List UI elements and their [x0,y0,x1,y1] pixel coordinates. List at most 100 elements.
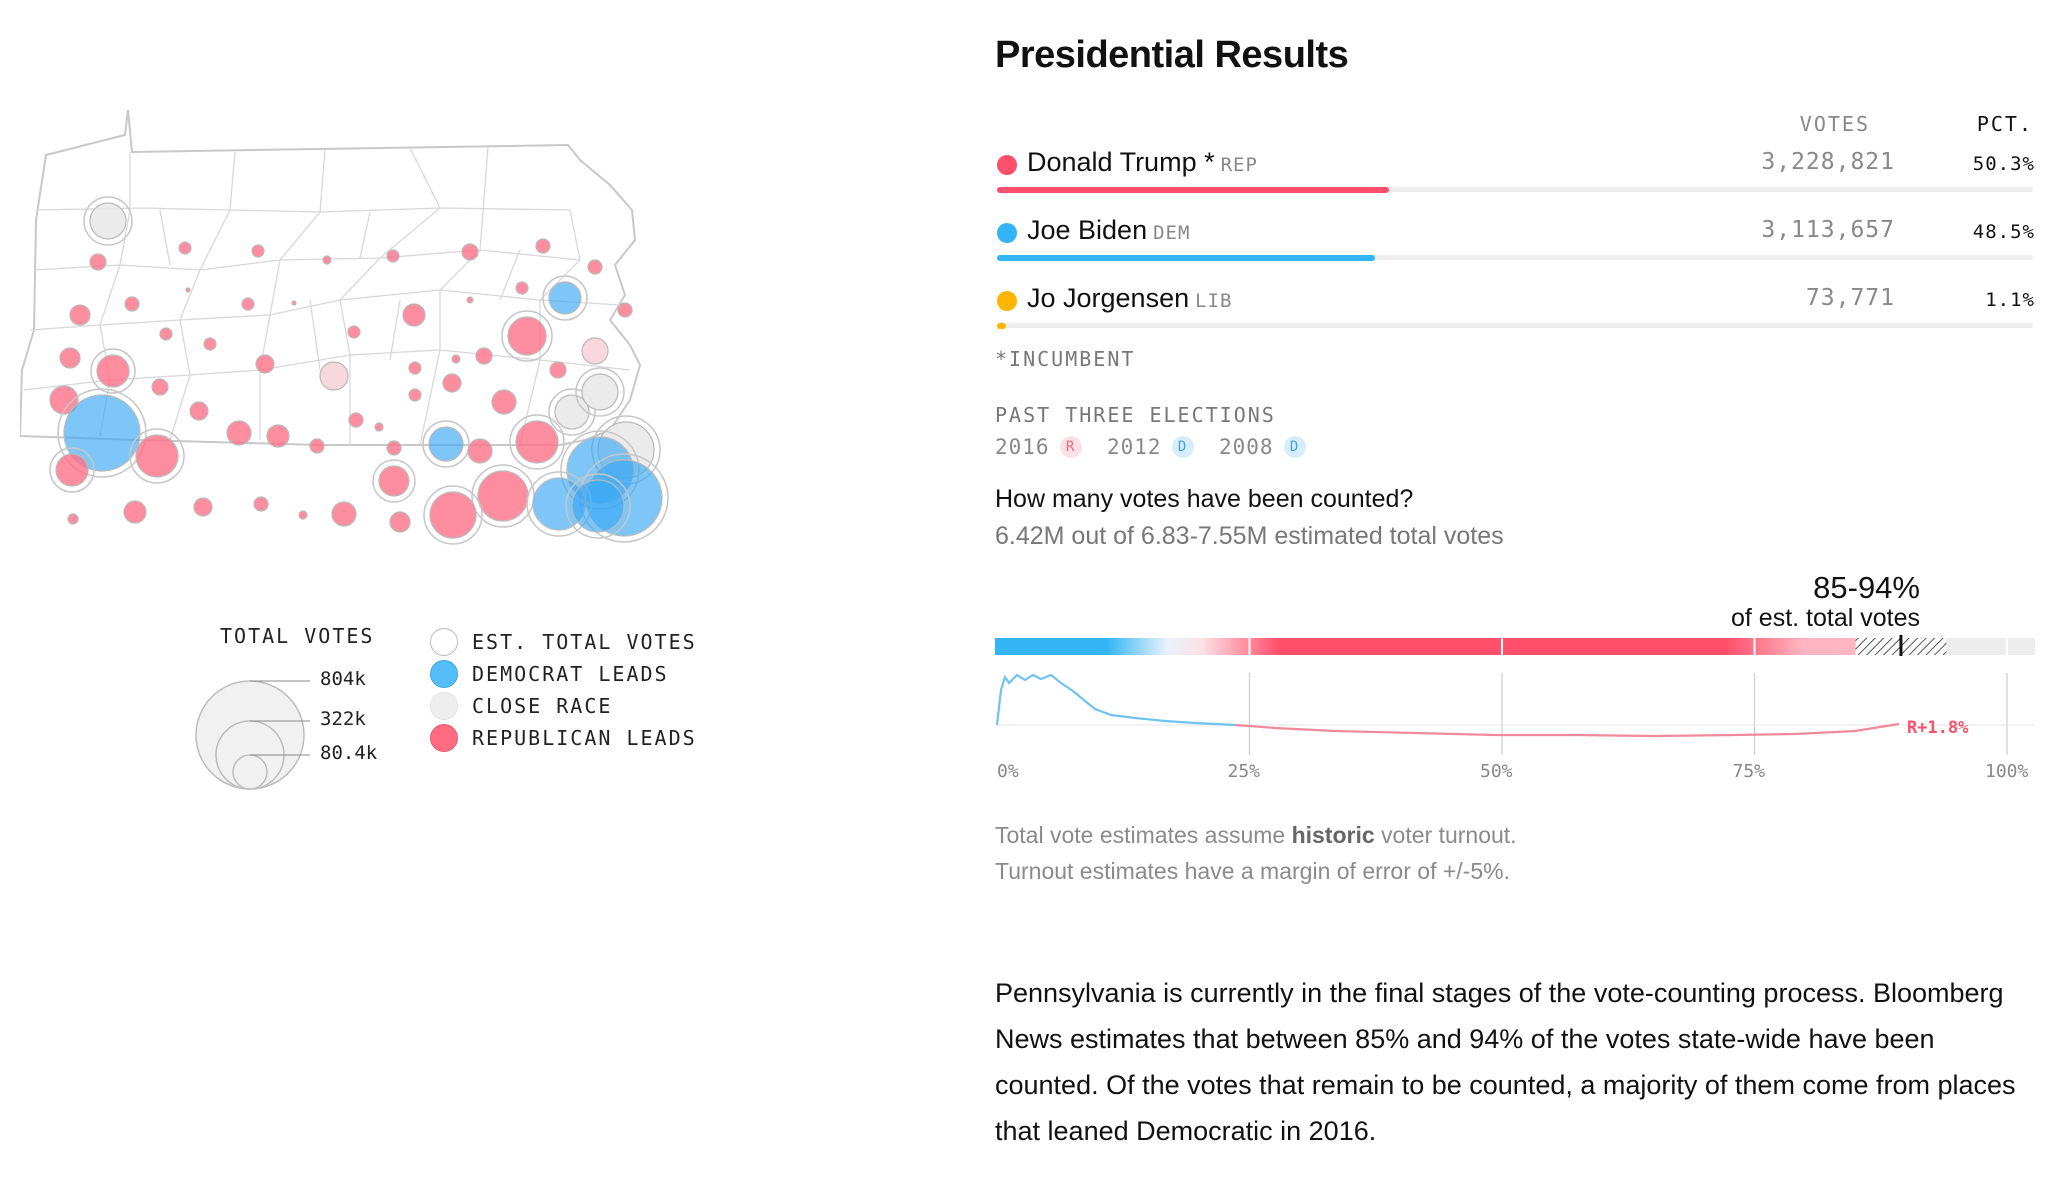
est-total-votes-ring [90,348,136,394]
candidate-votes: 73,771 [1805,285,1895,311]
county-bubble-rep[interactable] [477,470,529,522]
county-bubble-rep[interactable] [178,241,192,255]
county-bubble-rep[interactable] [189,401,209,421]
legend-size-medium: 322k [320,708,366,730]
county-bubble-rep[interactable] [461,243,479,261]
county-bubble-dem[interactable] [63,394,141,472]
county-bubble-rep[interactable] [55,453,89,487]
county-bubble-rep[interactable] [331,501,357,527]
county-bubbles [49,196,669,545]
candidate-row-trump[interactable]: Donald Trump * REP 3,228,821 50.3% [995,145,2035,205]
county-bubble-rep[interactable] [89,253,107,271]
county-bubble-rep[interactable] [587,259,603,275]
county-bubble-rep[interactable] [151,378,169,396]
past-elections-label: PAST THREE ELECTIONS [995,403,1276,427]
county-bubble-rep[interactable] [96,354,130,388]
county-bubble-rep[interactable] [374,422,384,432]
county-bubble-rep[interactable] [67,513,79,525]
results-panel: Presidential Results VOTES PCT. Donald T… [995,0,2035,1178]
est-total-votes-ring [422,420,470,468]
county-bubble-close[interactable] [581,337,609,365]
county-bubble-rep[interactable] [402,303,426,327]
est-total-votes-ring [57,388,147,478]
size-legend-circles [195,680,310,790]
county-bubble-rep[interactable] [226,420,252,446]
county-bubble-rep[interactable] [348,412,364,428]
est-total-votes-ring [548,388,596,436]
county-bubble-rep[interactable] [298,510,308,520]
county-bubble-rep[interactable] [49,385,79,415]
candidate-row-biden[interactable]: Joe Biden DEM 3,113,657 48.5% [995,213,2035,273]
county-bubble-rep[interactable] [451,354,461,364]
tick-label: 25% [1228,761,1261,782]
county-bubble-rep[interactable] [347,325,361,339]
county-bubble-rep[interactable] [515,420,559,464]
county-bubble-rep[interactable] [515,281,529,295]
tick-label: 0% [997,761,1019,782]
county-bubble-rep[interactable] [291,300,297,306]
county-bubble-rep[interactable] [69,304,91,326]
past-election-2008: 2008 D [1219,435,1306,459]
county-bubble-close[interactable] [581,373,619,411]
county-bubble-rep[interactable] [59,347,81,369]
county-bubble-rep[interactable] [408,361,422,375]
d-badge-icon: D [1171,436,1194,458]
margin-line-rep [1234,722,1900,738]
county-bubble-rep[interactable] [535,238,551,254]
votes-header: VOTES [1799,112,1870,136]
county-bubble-close[interactable] [89,202,127,240]
county-bubble-rep[interactable] [408,388,422,402]
est-total-votes-ring [501,310,553,362]
county-bubble-rep[interactable] [466,296,474,304]
county-bubble-rep[interactable] [251,244,265,258]
county-bubble-close[interactable] [554,394,590,430]
legend-close-label: CLOSE RACE [472,694,613,718]
county-bubble-rep[interactable] [442,373,462,393]
county-bubble-rep[interactable] [617,302,633,318]
red-circle-icon [430,724,458,752]
county-bubble-rep[interactable] [123,500,147,524]
county-bubble-dem[interactable] [428,426,464,462]
county-bubble-rep[interactable] [322,255,332,265]
county-bubble-rep[interactable] [185,287,191,293]
county-bubble-rep[interactable] [255,354,275,374]
vote-bar-fill [997,187,1390,193]
county-bubble-rep[interactable] [253,496,269,512]
dem-dot-icon [997,223,1017,243]
county-bubble-rep[interactable] [266,424,290,448]
legend-close: CLOSE RACE [430,692,612,720]
county-bubble-rep[interactable] [309,438,325,454]
county-bubble-rep[interactable] [124,296,140,312]
county-bubble-rep[interactable] [389,511,411,533]
county-bubble-rep[interactable] [429,491,477,539]
hollow-circle-icon [430,628,458,656]
candidate-name: Jo Jorgensen LIB [1027,283,1233,313]
county-bubble-rep[interactable] [159,327,173,341]
county-bubble-rep[interactable] [467,438,493,464]
county-bubble-dem[interactable] [571,479,625,533]
county-bubble-rep[interactable] [135,434,179,478]
county-bubble-rep[interactable] [241,297,255,311]
county-bubble-rep[interactable] [491,389,517,415]
candidate-pct: 1.1% [1985,289,2035,311]
candidate-pct: 48.5% [1972,221,2035,243]
county-bubble-rep[interactable] [549,361,567,379]
county-bubble-rep[interactable] [475,347,493,365]
map-legend: TOTAL VOTES 804k 322k 80.4k EST. TOTAL V… [180,620,740,800]
county-bubble-rep[interactable] [507,316,547,356]
pennsylvania-county-map[interactable] [18,100,870,600]
county-bubble-rep[interactable] [203,337,217,351]
votes-counted-question: How many votes have been counted? [995,485,1414,513]
counted-range-sub: of est. total votes [1731,604,1920,632]
est-total-votes-ring [423,485,483,545]
county-bubble-rep[interactable] [378,465,410,497]
candidate-row-jorgensen[interactable]: Jo Jorgensen LIB 73,771 1.1% [995,281,2035,341]
county-bubble-rep[interactable] [386,440,402,456]
county-bubble-rep[interactable] [193,497,213,517]
county-bubble-rep[interactable] [386,249,400,263]
blue-circle-icon [430,660,458,688]
tick-lines [1248,638,2008,755]
d-badge-icon: D [1283,436,1306,458]
county-bubble-close[interactable] [319,361,349,391]
county-bubble-dem[interactable] [548,281,582,315]
